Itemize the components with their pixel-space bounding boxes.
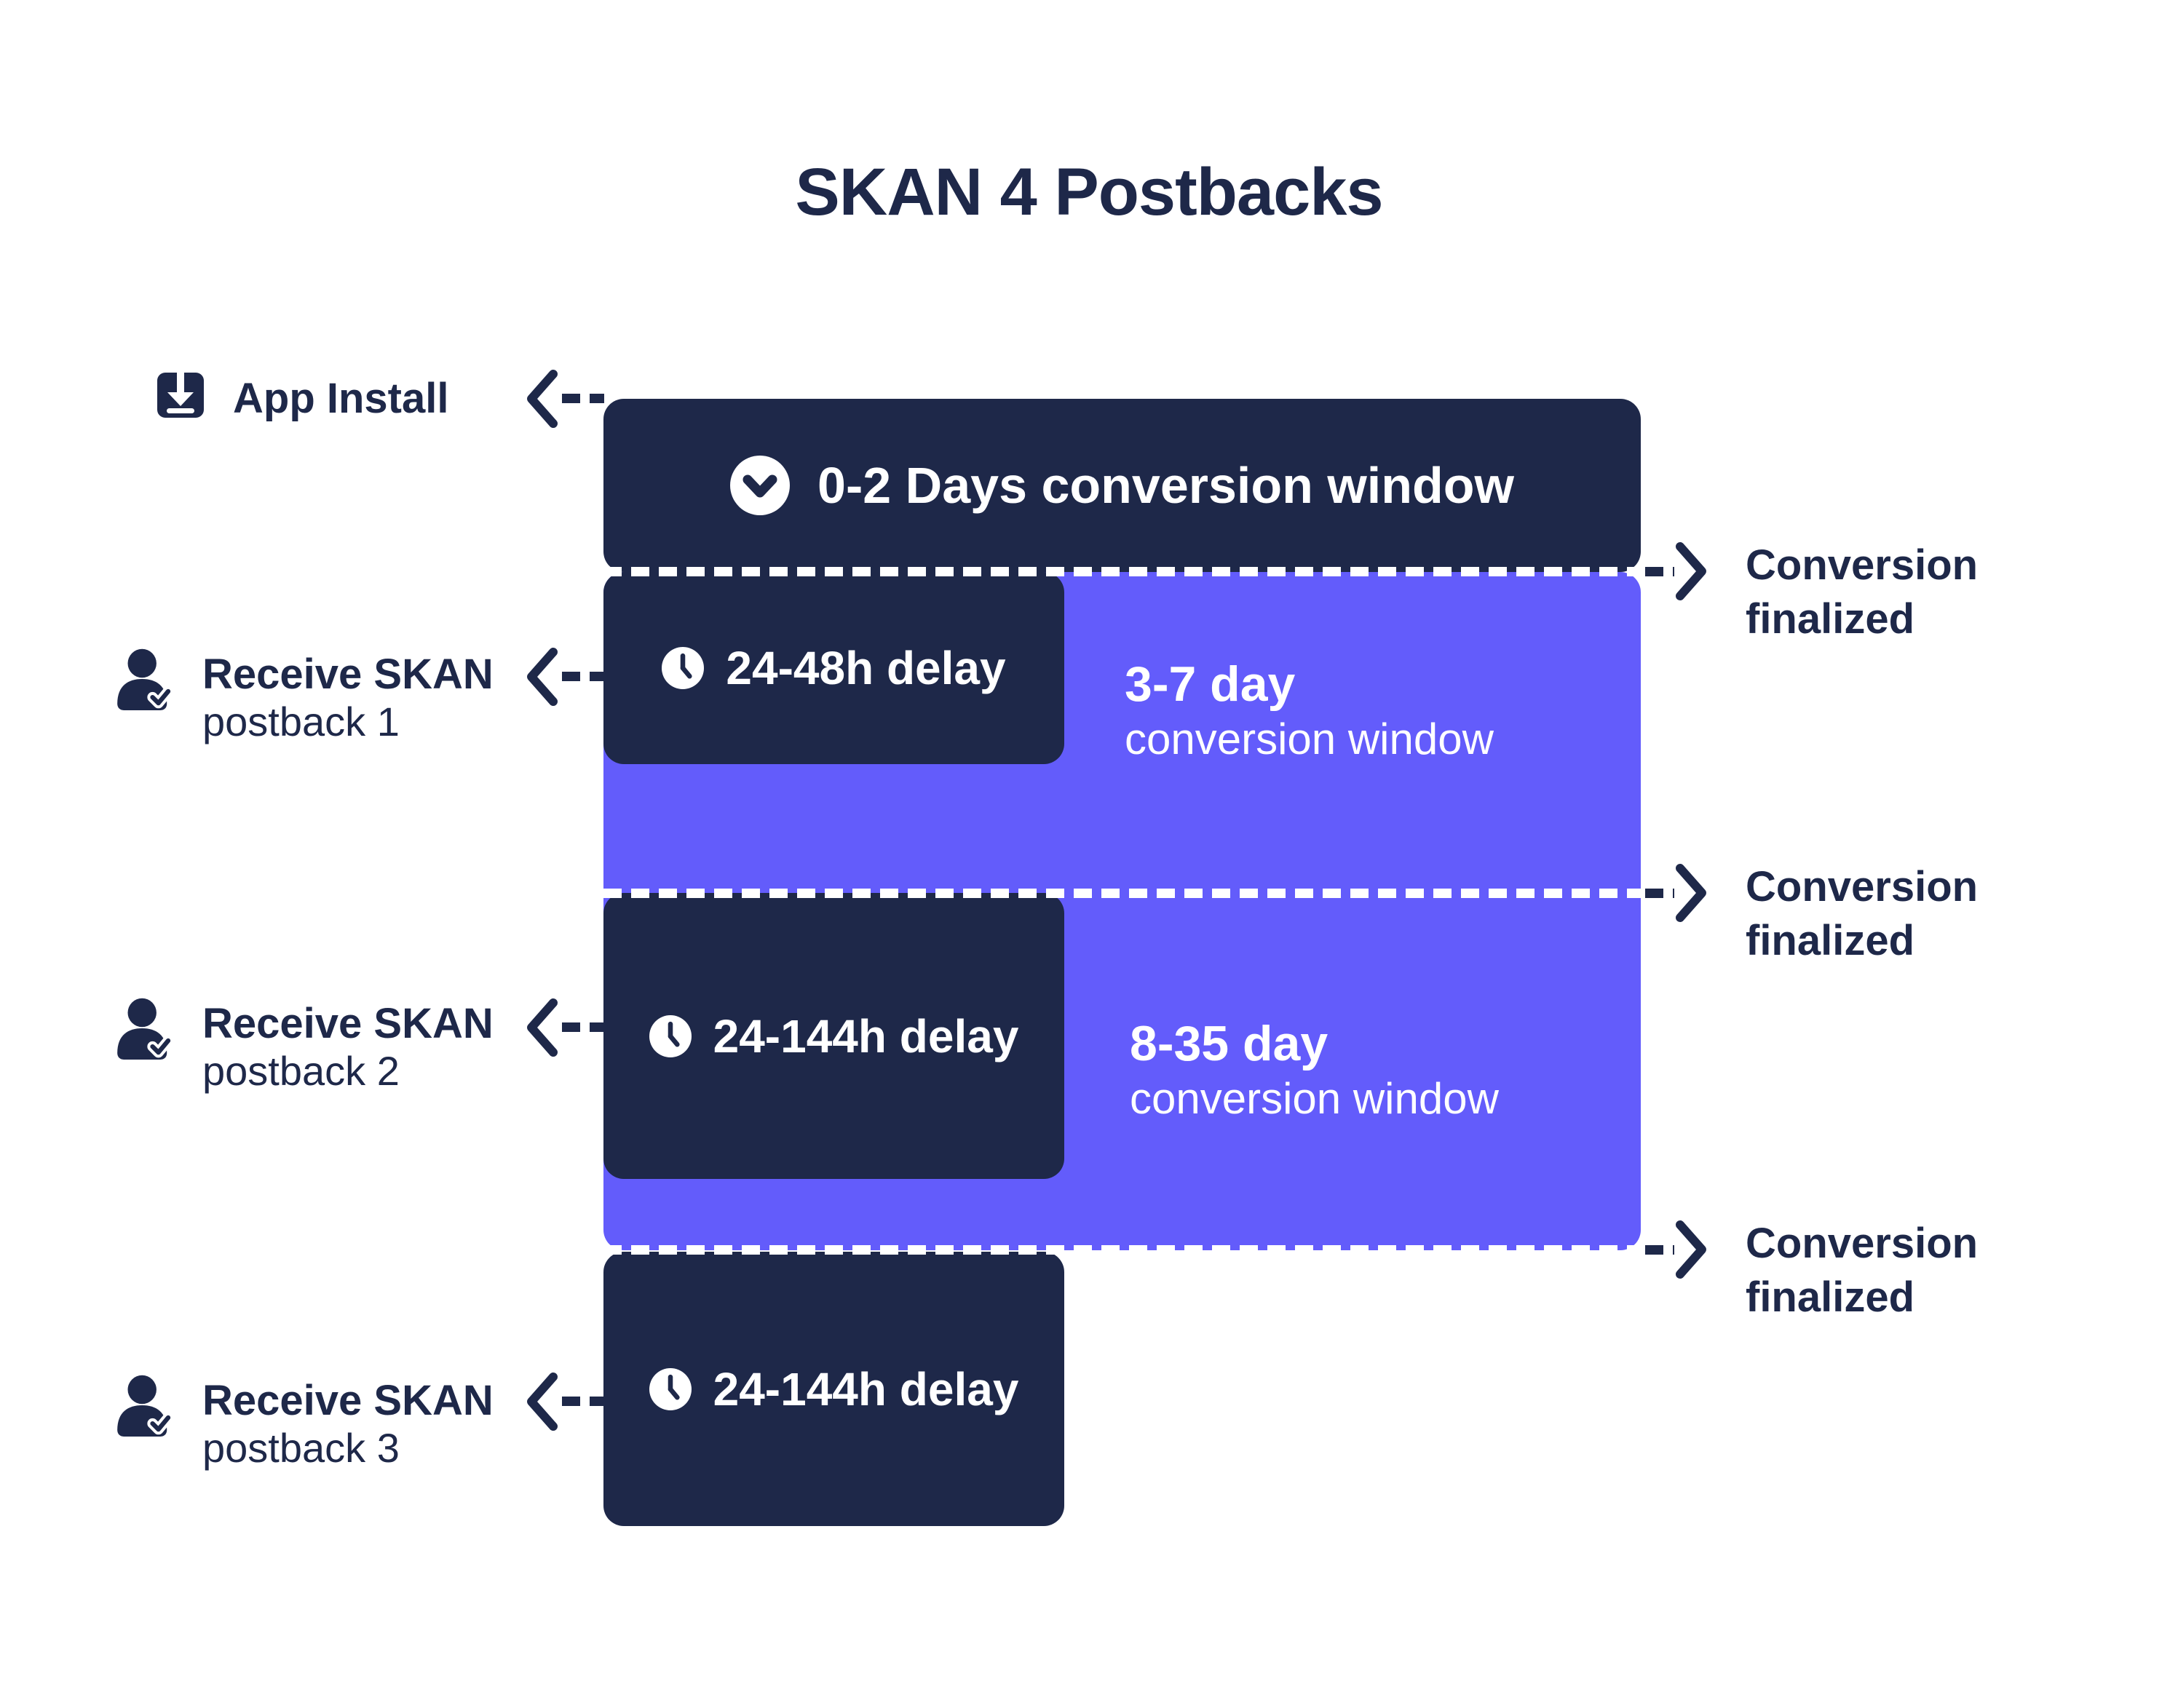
label-app-install-text: App Install <box>233 375 449 422</box>
conversion-window-8-35-title: 8-35 day <box>1130 1016 1328 1071</box>
dashed-line-1-tail <box>1645 567 1674 576</box>
conversion-finalized-1-line1: Conversion <box>1746 541 1979 589</box>
conversion-finalized-label-2: Conversion finalized <box>1746 860 1978 968</box>
conversion-finalized-3-line1: Conversion <box>1746 1220 1979 1267</box>
user-check-icon <box>112 1374 175 1437</box>
chevron-left-icon <box>526 997 558 1058</box>
user-check-icon <box>112 648 175 710</box>
conversion-finalized-3-line2: finalized <box>1746 1274 1915 1321</box>
dashed-line-2 <box>603 889 1641 898</box>
label-postback-2-line1: Receive SKAN <box>202 1000 494 1047</box>
label-postback-2: Receive SKAN postback 2 <box>202 1000 494 1095</box>
chevron-left-icon <box>526 368 558 429</box>
clock-icon <box>662 647 705 689</box>
conversion-window-3-7-title: 3-7 day <box>1125 656 1296 712</box>
dashed-line-3-tail <box>1645 1245 1674 1255</box>
dashed-line-1 <box>603 567 1641 576</box>
label-postback-1-line1: Receive SKAN <box>202 651 494 698</box>
delay-1-label: 24-48h delay <box>726 642 1006 694</box>
delay-box-1: 24-48h delay <box>603 572 1064 764</box>
label-postback-1: Receive SKAN postback 1 <box>202 651 494 745</box>
label-postback-3: Receive SKAN postback 3 <box>202 1377 494 1471</box>
conversion-window-0-2-label: 0-2 Days conversion window <box>817 457 1514 514</box>
chevron-right-icon <box>1676 1219 1708 1280</box>
chevron-down-circle-icon <box>730 456 791 515</box>
chevron-left-icon <box>526 646 558 707</box>
arrow-left-dashes <box>562 672 604 681</box>
conversion-window-0-2-box: 0-2 Days conversion window <box>603 399 1641 572</box>
chevron-right-icon <box>1676 862 1708 923</box>
conversion-finalized-2-line1: Conversion <box>1746 863 1979 910</box>
conversion-finalized-2-line2: finalized <box>1746 917 1915 964</box>
clock-icon <box>649 1014 692 1057</box>
arrow-left-dashes <box>562 394 604 403</box>
page-title: SKAN 4 Postbacks <box>795 155 1383 229</box>
conversion-window-8-35: 8-35 day conversion window <box>1130 1016 1499 1127</box>
label-app-install: App Install <box>233 375 448 423</box>
delay-box-3: 24-144h delay <box>603 1252 1064 1526</box>
delay-box-2: 24-144h delay <box>603 893 1064 1179</box>
user-check-icon <box>112 997 175 1060</box>
delay-2-label: 24-144h delay <box>713 1009 1019 1062</box>
delay-3-label: 24-144h delay <box>713 1362 1019 1415</box>
conversion-window-3-7-subtitle: conversion window <box>1125 715 1494 763</box>
chevron-right-icon <box>1676 541 1708 602</box>
label-postback-3-line1: Receive SKAN <box>202 1377 494 1424</box>
label-postback-3-line2: postback 3 <box>202 1425 400 1471</box>
clock-icon <box>649 1367 692 1410</box>
conversion-finalized-1-line2: finalized <box>1746 595 1915 643</box>
arrow-left-dashes <box>562 1397 604 1406</box>
conversion-window-3-7: 3-7 day conversion window <box>1125 656 1494 767</box>
dashed-line-3 <box>603 1245 1641 1255</box>
label-postback-1-line2: postback 1 <box>202 699 400 744</box>
conversion-window-8-35-subtitle: conversion window <box>1130 1074 1499 1123</box>
dashed-line-2-tail <box>1645 889 1674 898</box>
conversion-finalized-label-3: Conversion finalized <box>1746 1217 1978 1324</box>
label-postback-2-line2: postback 2 <box>202 1048 400 1094</box>
app-install-icon <box>157 373 204 418</box>
arrow-left-dashes <box>562 1022 604 1032</box>
chevron-left-icon <box>526 1371 558 1432</box>
conversion-finalized-label-1: Conversion finalized <box>1746 539 1978 646</box>
